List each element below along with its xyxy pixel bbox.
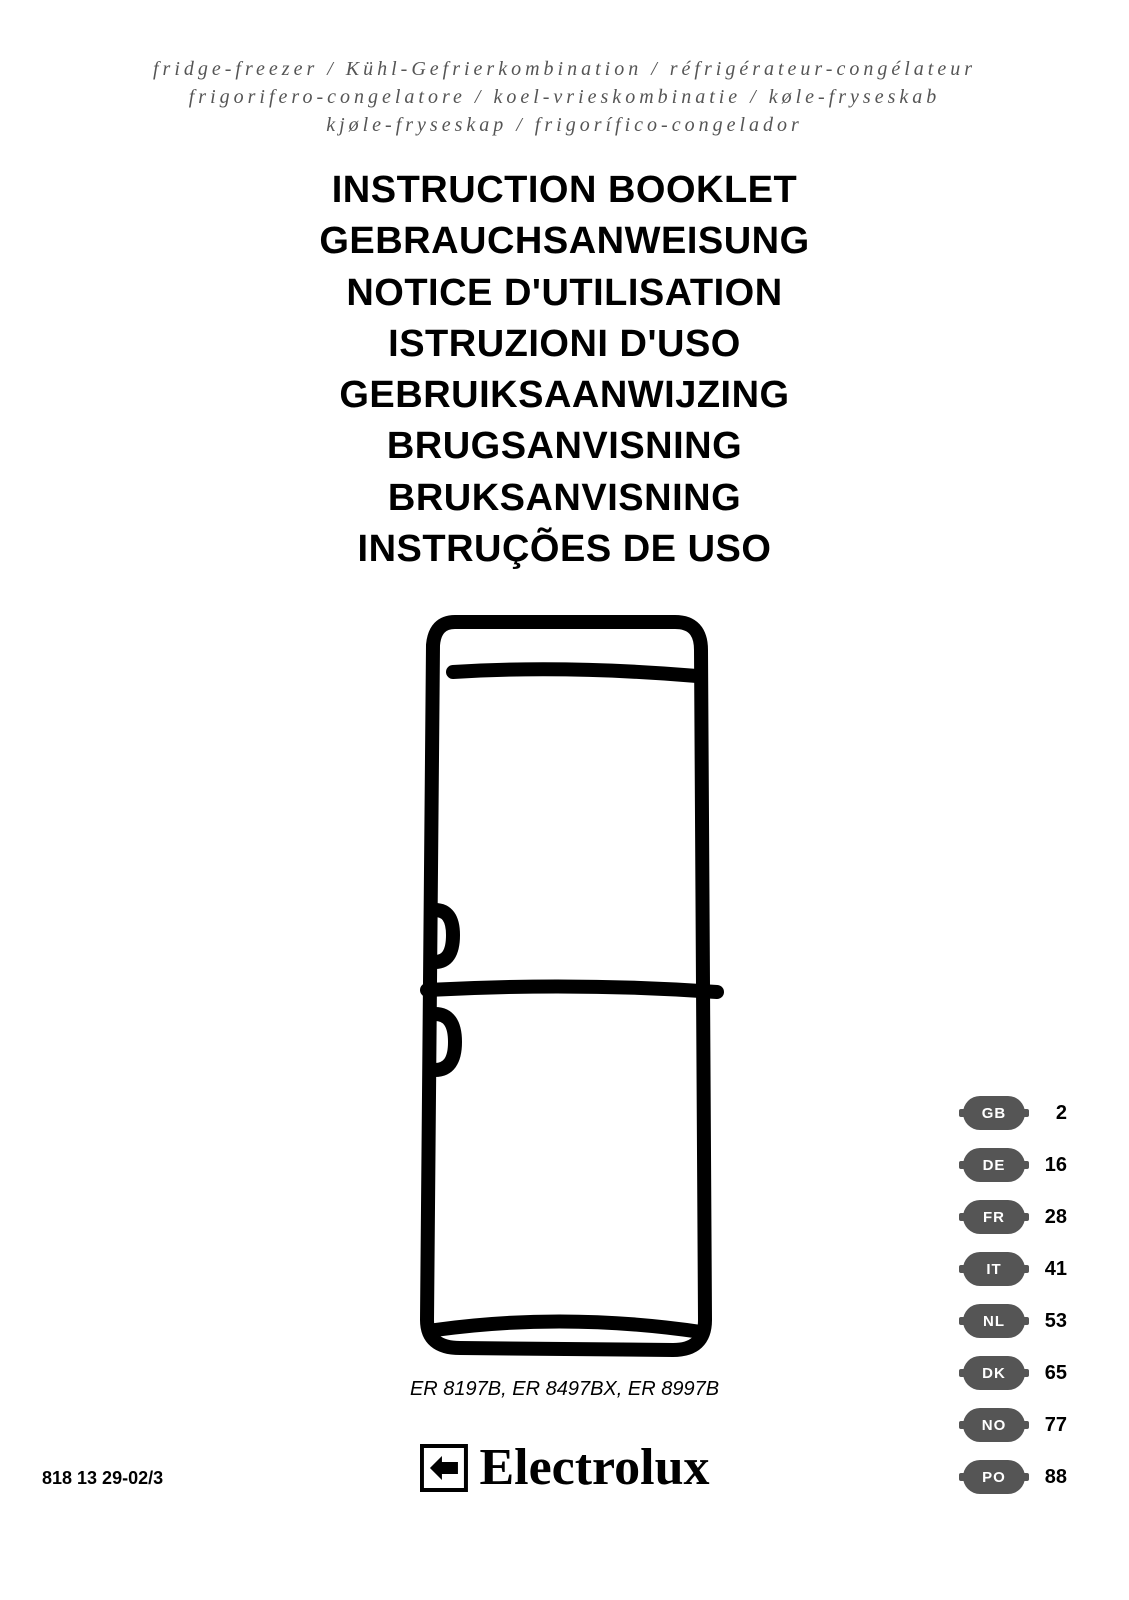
lang-badge: DE bbox=[963, 1148, 1025, 1182]
lang-badge: NO bbox=[963, 1408, 1025, 1442]
electrolux-logo-icon bbox=[419, 1444, 467, 1492]
document-code: 818 13 29-02/3 bbox=[42, 1468, 163, 1489]
lang-page: 88 bbox=[1039, 1466, 1067, 1489]
model-numbers: ER 8197B, ER 8497BX, ER 8997B bbox=[0, 1378, 1129, 1401]
lang-badge: PO bbox=[963, 1460, 1025, 1494]
lang-code: FR bbox=[983, 1209, 1005, 1226]
title-line: NOTICE D'UTILISATION bbox=[0, 268, 1129, 319]
lang-badge: GB bbox=[963, 1096, 1025, 1130]
lang-page: 65 bbox=[1039, 1362, 1067, 1385]
lang-row: DE 16 bbox=[963, 1148, 1067, 1182]
title-line: BRUGSANVISNING bbox=[0, 421, 1129, 472]
lang-badge: DK bbox=[963, 1356, 1025, 1390]
lang-code: PO bbox=[982, 1469, 1006, 1486]
title-line: BRUKSANVISNING bbox=[0, 473, 1129, 524]
lang-badge: IT bbox=[963, 1252, 1025, 1286]
lang-code: NL bbox=[983, 1313, 1005, 1330]
product-type-subtitle: fridge-freezer / Kühl-Gefrierkombination… bbox=[0, 55, 1129, 139]
booklet-titles: INSTRUCTION BOOKLET GEBRAUCHSANWEISUNG N… bbox=[0, 165, 1129, 575]
lang-page: 77 bbox=[1039, 1414, 1067, 1437]
title-line: INSTRUÇÕES DE USO bbox=[0, 524, 1129, 575]
lang-page: 53 bbox=[1039, 1310, 1067, 1333]
title-line: GEBRUIKSAANWIJZING bbox=[0, 370, 1129, 421]
subtitle-line: fridge-freezer / Kühl-Gefrierkombination… bbox=[0, 55, 1129, 83]
lang-code: IT bbox=[986, 1261, 1001, 1278]
language-page-index: GB 2 DE 16 FR 28 IT 41 NL 53 DK 65 NO 77… bbox=[963, 1096, 1067, 1494]
lang-code: NO bbox=[982, 1417, 1007, 1434]
brand-name: Electrolux bbox=[479, 1438, 709, 1497]
title-line: GEBRAUCHSANWEISUNG bbox=[0, 216, 1129, 267]
lang-page: 28 bbox=[1039, 1206, 1067, 1229]
lang-badge: FR bbox=[963, 1200, 1025, 1234]
subtitle-line: frigorifero-congelatore / koel-vrieskomb… bbox=[0, 83, 1129, 111]
brand-block: Electrolux bbox=[419, 1438, 709, 1497]
subtitle-line: kjøle-fryseskap / frigorífico-congelador bbox=[0, 111, 1129, 139]
lang-row: GB 2 bbox=[963, 1096, 1067, 1130]
lang-code: GB bbox=[982, 1105, 1007, 1122]
lang-row: PO 88 bbox=[963, 1460, 1067, 1494]
fridge-illustration bbox=[405, 610, 725, 1360]
lang-row: NL 53 bbox=[963, 1304, 1067, 1338]
lang-page: 41 bbox=[1039, 1258, 1067, 1281]
lang-code: DK bbox=[982, 1365, 1006, 1382]
title-line: ISTRUZIONI D'USO bbox=[0, 319, 1129, 370]
lang-row: FR 28 bbox=[963, 1200, 1067, 1234]
lang-row: NO 77 bbox=[963, 1408, 1067, 1442]
lang-row: DK 65 bbox=[963, 1356, 1067, 1390]
title-line: INSTRUCTION BOOKLET bbox=[0, 165, 1129, 216]
lang-page: 16 bbox=[1039, 1154, 1067, 1177]
lang-code: DE bbox=[983, 1157, 1006, 1174]
lang-page: 2 bbox=[1039, 1102, 1067, 1125]
lang-row: IT 41 bbox=[963, 1252, 1067, 1286]
lang-badge: NL bbox=[963, 1304, 1025, 1338]
